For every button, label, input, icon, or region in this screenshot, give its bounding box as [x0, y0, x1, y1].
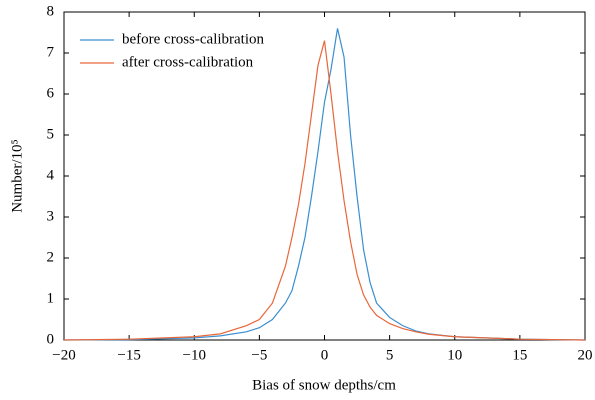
y-tick-label: 5 — [47, 126, 55, 142]
y-tick-label: 0 — [47, 331, 55, 347]
x-tick-label: 0 — [321, 347, 329, 363]
x-tick-label: −20 — [52, 347, 75, 363]
line — [63, 28, 586, 341]
x-tick-label: 20 — [578, 347, 593, 363]
y-axis-label: Number/10⁵ — [9, 139, 25, 213]
y-tick-label: 7 — [47, 44, 55, 60]
x-axis-label: Bias of snow depths/cm — [252, 377, 396, 393]
y-tick-label: 8 — [47, 3, 55, 19]
x-tick-label: −15 — [117, 347, 140, 363]
y-tick-label: 6 — [47, 85, 55, 101]
x-tick-label: −5 — [251, 347, 267, 363]
y-tick-label: 2 — [47, 249, 55, 265]
y-tick-label: 4 — [47, 167, 55, 183]
x-tick-label: 15 — [512, 347, 527, 363]
legend-label: before cross-calibration — [122, 31, 265, 47]
line — [63, 40, 586, 341]
x-tick-label: 10 — [447, 347, 462, 363]
legend-label: after cross-calibration — [122, 54, 254, 70]
y-tick-label: 3 — [47, 208, 55, 224]
x-tick-label: 5 — [386, 347, 394, 363]
x-tick-label: −10 — [183, 347, 206, 363]
y-tick-label: 1 — [47, 290, 55, 306]
